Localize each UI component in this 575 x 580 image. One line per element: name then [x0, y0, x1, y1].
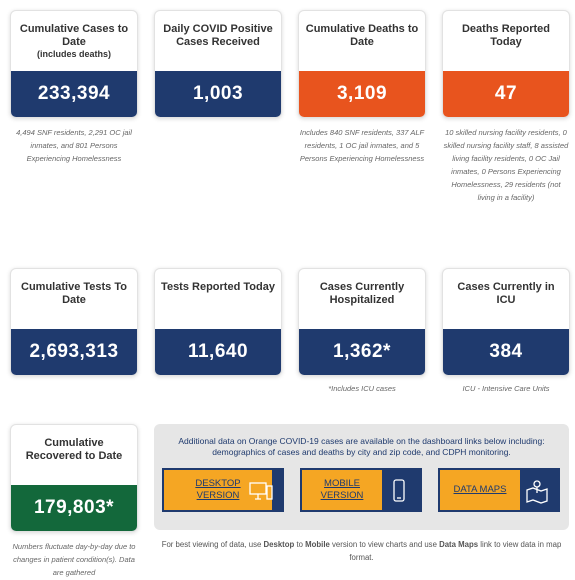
card-subtitle: (includes deaths) [36, 49, 111, 59]
card-value: 47 [443, 71, 569, 117]
card-title: Cumulative Recovered to Date [17, 437, 131, 462]
text: version to view charts and use [329, 540, 440, 549]
card-value: 233,394 [11, 71, 137, 117]
footnote: For best viewing of data, use Desktop to… [154, 538, 569, 564]
card-value: 3,109 [299, 71, 425, 117]
card-title-text: Cumulative Tests To Date [21, 281, 127, 306]
mobile-link[interactable]: MOBILE VERSION [300, 468, 422, 512]
stat-card: Deaths Reported Today 47 [442, 10, 570, 118]
text: to [294, 540, 306, 549]
card-note: 4,494 SNF residents, 2,291 OC jail inmat… [16, 128, 132, 163]
text: link to view data in map format. [349, 540, 562, 562]
stat-card: Cumulative Tests To Date 2,693,313 [10, 268, 138, 376]
card-title-text: Cumulative Cases to Date [19, 23, 129, 48]
card-value: 1,362* [299, 329, 425, 375]
card-title-text: Cases Currently in ICU [457, 281, 555, 306]
card-title-text: Deaths Reported Today [461, 23, 551, 48]
card-note: ICU - Intensive Care Units [462, 384, 550, 393]
card-title: Daily COVID Positive Cases Received [161, 23, 275, 48]
desktop-icon [249, 482, 273, 500]
card-note: Includes 840 SNF residents, 337 ALF resi… [299, 128, 425, 163]
card-title: Cases Currently Hospitalized [305, 281, 419, 306]
stat-card: Cases Currently in ICU 384 [442, 268, 570, 376]
card-title-text: Cumulative Recovered to Date [25, 437, 123, 462]
card-title-text: Tests Reported Today [161, 281, 275, 293]
text: Desktop [263, 540, 295, 549]
mobile-icon [393, 479, 405, 502]
panel-intro: Additional data on Orange COVID-19 cases… [178, 436, 545, 457]
link-label[interactable]: DATA MAPS [440, 470, 520, 510]
stat-card: Cumulative Deaths to Date 3,109 [298, 10, 426, 118]
links-panel: Additional data on Orange COVID-19 cases… [154, 424, 569, 530]
card-value: 179,803* [11, 485, 137, 531]
desktop-link[interactable]: DESKTOP VERSION [162, 468, 284, 512]
text: For best viewing of data, use [161, 540, 264, 549]
stat-card: Cumulative Recovered to Date 179,803* [10, 424, 138, 532]
text: Data Maps [439, 540, 479, 549]
card-title: Cumulative Deaths to Date [305, 23, 419, 48]
link-label[interactable]: MOBILE VERSION [302, 470, 382, 510]
card-title: Tests Reported Today [161, 281, 275, 294]
card-title: Deaths Reported Today [449, 23, 563, 48]
card-title-text: Cases Currently Hospitalized [319, 281, 405, 306]
maps-link[interactable]: DATA MAPS [438, 468, 560, 512]
stat-card: Tests Reported Today 11,640 [154, 268, 282, 376]
stat-card: Daily COVID Positive Cases Received 1,003 [154, 10, 282, 118]
card-value: 384 [443, 329, 569, 375]
map-icon [526, 480, 548, 504]
card-title: Cases Currently in ICU [449, 281, 563, 306]
stat-card: Cases Currently Hospitalized 1,362* [298, 268, 426, 376]
card-note: Numbers fluctuate day-by-day due to chan… [12, 542, 136, 577]
text: Mobile [305, 540, 330, 549]
link-label[interactable]: DESKTOP VERSION [164, 470, 272, 510]
card-title-text: Cumulative Deaths to Date [305, 23, 419, 48]
card-title: Cumulative Cases to Date (includes deaths… [17, 23, 131, 61]
card-value: 1,003 [155, 71, 281, 117]
card-value: 11,640 [155, 329, 281, 375]
card-note: 10 skilled nursing facility residents, 0… [443, 128, 569, 202]
card-value: 2,693,313 [11, 329, 137, 375]
stat-card: Cumulative Cases to Date (includes deaths… [10, 10, 138, 118]
card-title-text: Daily COVID Positive Cases Received [163, 23, 273, 48]
card-note: *Includes ICU cases [328, 384, 396, 393]
card-title: Cumulative Tests To Date [17, 281, 131, 306]
